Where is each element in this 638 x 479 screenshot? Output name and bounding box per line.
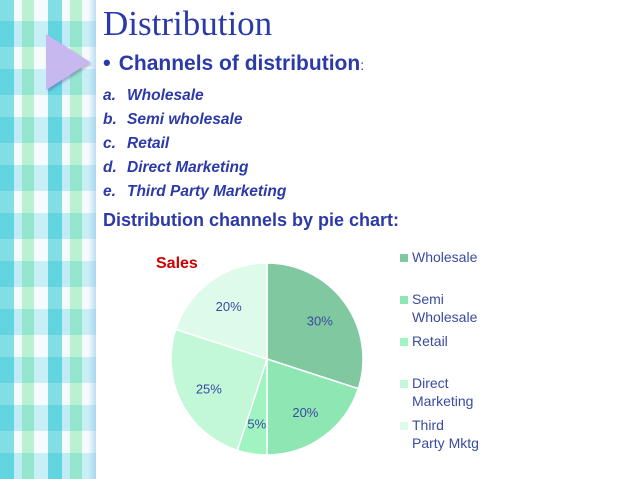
legend-swatch: [400, 422, 408, 430]
list-item-label: Retail: [127, 135, 170, 152]
legend-swatch: [400, 254, 408, 262]
pie-slice-direct-marketing: [170, 328, 268, 452]
pie-data-label: 20%: [216, 299, 242, 314]
list-item-label: Semi wholesale: [127, 111, 243, 128]
list-item-label: Direct Marketing: [127, 159, 249, 176]
pie-data-label: 30%: [307, 314, 333, 329]
pie-slice-third-party-mktg: [174, 262, 268, 361]
pie-chart-heading: Distribution channels by pie chart:: [103, 210, 400, 230]
legend-label: Retail: [412, 333, 448, 349]
legend-label: Wholesale: [412, 249, 478, 265]
pie-labels: 30% 20% 5% 25% 20%: [196, 299, 333, 431]
pie-data-label: 25%: [196, 382, 222, 397]
list-marker: d.: [103, 159, 117, 176]
legend-swatch: [400, 380, 408, 388]
list-item: d. Direct Marketing: [103, 156, 286, 180]
sales-pie-chart: Sales 30%20%5%25%20% WholesaleSemiWholes…: [156, 249, 479, 456]
legend-label: Semi: [412, 291, 444, 307]
legend-swatch: [400, 296, 408, 304]
subheading-colon: :: [360, 57, 365, 73]
pie-slices: [170, 262, 364, 456]
legend-label: Direct: [412, 375, 449, 391]
subheading: • Channels of distribution:: [103, 50, 364, 76]
list-item: c. Retail: [103, 132, 286, 156]
chart-legend: Wholesale Semi Wholesale Retail Direct Market…: [400, 249, 479, 451]
pie-slice-wholesale: [266, 262, 364, 390]
pie-slice-semi-wholesale: [266, 357, 360, 456]
triangle-decoration-icon: [46, 34, 90, 90]
chart-title: Sales: [156, 255, 198, 272]
bullet-icon: •: [103, 50, 111, 75]
list-item-label: Third Party Marketing: [127, 183, 287, 200]
legend-label: Third: [412, 417, 444, 433]
list-marker: c.: [103, 135, 116, 152]
slide-title: Distribution: [103, 4, 273, 43]
list-marker: e.: [103, 183, 116, 200]
legend-label: Marketing: [412, 393, 473, 409]
legend-label: Wholesale: [412, 309, 478, 325]
pie-data-label: 20%: [292, 405, 318, 420]
subheading-text: Channels of distribution: [118, 52, 361, 75]
list-item: a. Wholesale: [103, 84, 286, 108]
list-item-label: Wholesale: [127, 87, 204, 104]
pie-data-label: 5%: [247, 416, 266, 431]
list-marker: b.: [103, 111, 117, 128]
list-item: b. Semi wholesale: [103, 108, 286, 132]
list-marker: a.: [103, 87, 116, 104]
list-item: e. Third Party Marketing: [103, 180, 286, 204]
legend-label: Party Mktg: [412, 435, 479, 451]
channel-list: a. Wholesale b. Semi wholesale c. Retail d.…: [103, 84, 286, 204]
legend-swatch: [400, 338, 408, 346]
